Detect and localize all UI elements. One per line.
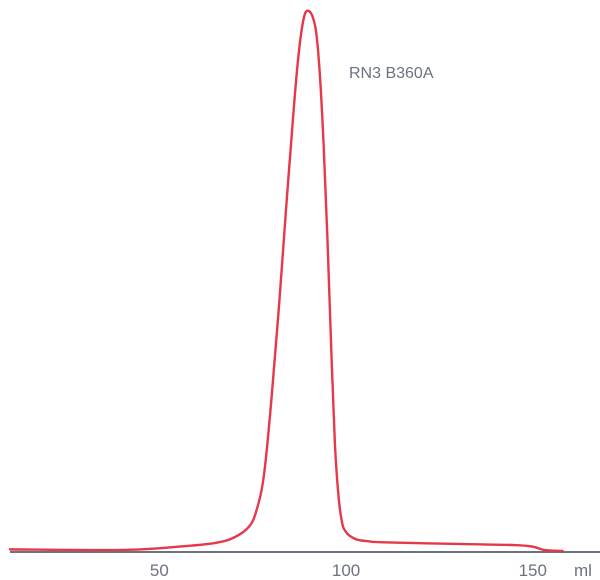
x-tick-label: 100 bbox=[332, 561, 360, 580]
x-unit-label: ml bbox=[574, 561, 592, 580]
x-tick-label: 50 bbox=[150, 561, 169, 580]
x-tick-label: 150 bbox=[519, 561, 547, 580]
peak-annotation: RN3 B360A bbox=[349, 65, 434, 82]
series-line bbox=[8, 9, 564, 553]
